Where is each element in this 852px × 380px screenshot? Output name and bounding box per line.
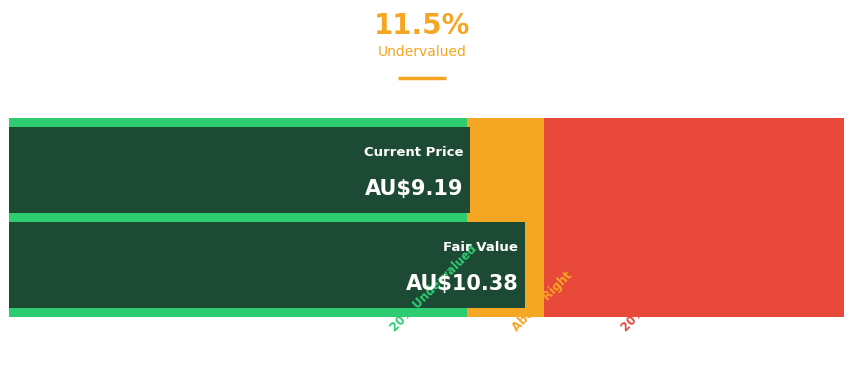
Bar	[9, 127, 466, 213]
Bar	[9, 308, 466, 317]
Bar	[543, 222, 843, 308]
Text: Current Price: Current Price	[363, 146, 463, 160]
Bar	[543, 213, 843, 222]
Bar	[543, 127, 843, 213]
Bar	[466, 127, 543, 213]
Bar	[9, 118, 466, 127]
Bar	[466, 213, 543, 222]
Bar	[543, 118, 843, 127]
Bar	[543, 308, 843, 317]
Text: 20% Undervalued: 20% Undervalued	[388, 242, 479, 334]
Text: Fair Value: Fair Value	[443, 241, 518, 255]
Bar	[9, 222, 525, 308]
Text: About Right: About Right	[509, 269, 574, 334]
Bar	[466, 118, 543, 127]
Bar	[9, 127, 469, 213]
Bar	[9, 222, 466, 308]
Text: 20% Overvalued: 20% Overvalued	[619, 249, 704, 334]
Bar	[466, 308, 543, 317]
Text: 11.5%: 11.5%	[374, 12, 469, 40]
Text: AU$10.38: AU$10.38	[405, 274, 518, 294]
Bar	[466, 222, 543, 308]
Text: AU$9.19: AU$9.19	[364, 179, 463, 199]
Text: Undervalued: Undervalued	[377, 45, 466, 59]
Bar	[9, 213, 466, 222]
